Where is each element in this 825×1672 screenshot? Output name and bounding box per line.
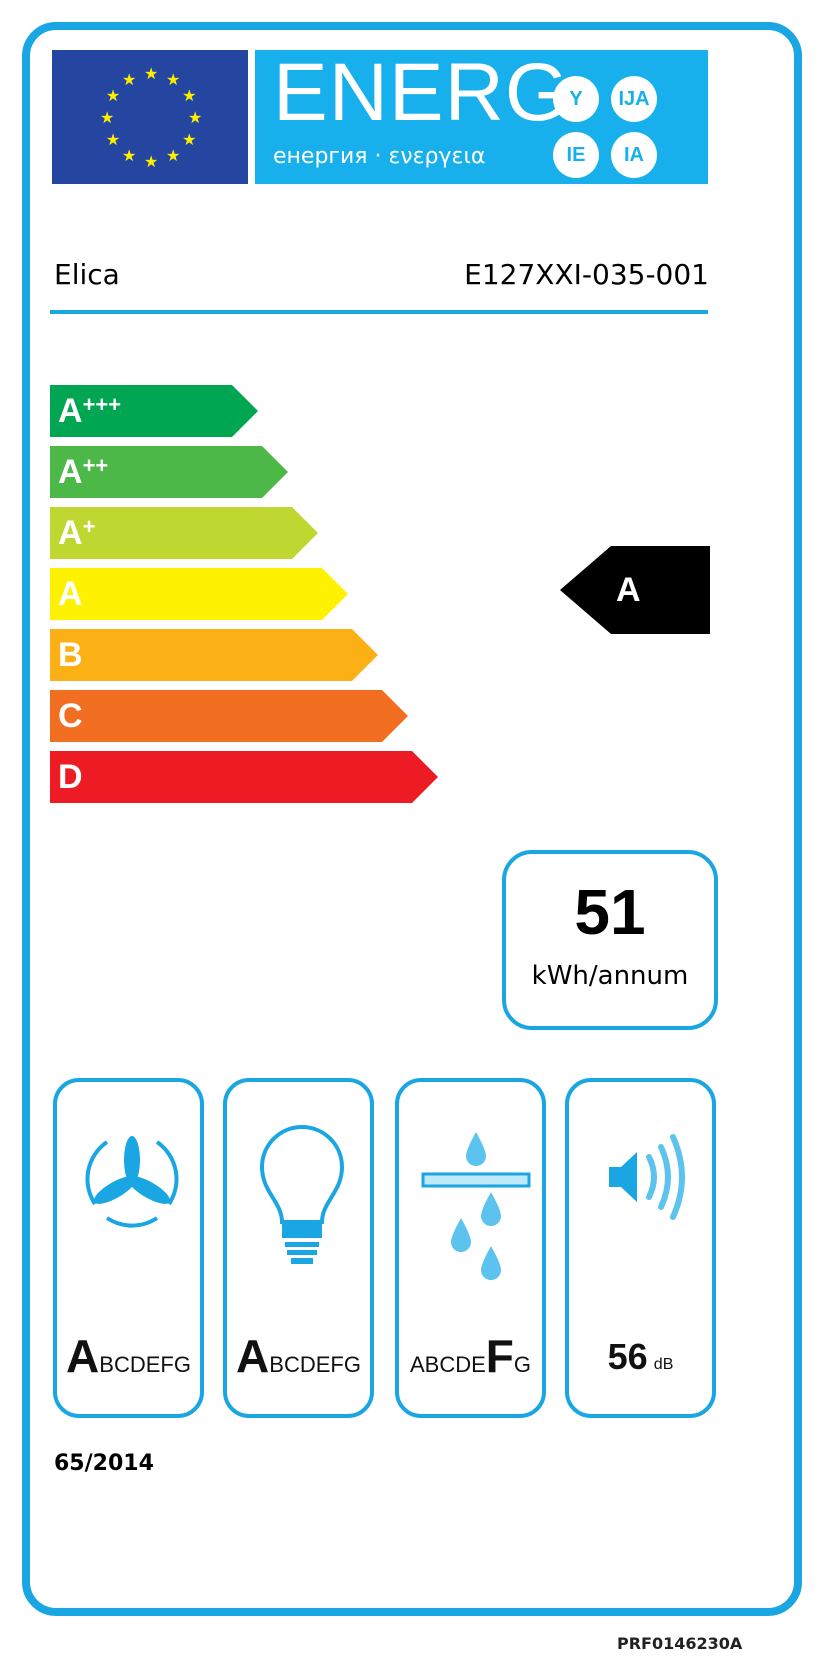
energy-class-bar: A++: [50, 446, 288, 498]
lighting-efficiency-box: ABCDEFG: [223, 1078, 374, 1418]
suffix-ie: IE: [553, 132, 599, 178]
star-icon: ★: [166, 146, 180, 165]
grease-filter-scale: ABCDEFG: [409, 1330, 532, 1382]
suffix-y: Y: [553, 76, 599, 122]
regulation-number: 65/2014: [54, 1451, 154, 1476]
star-icon: ★: [100, 108, 114, 127]
star-icon: ★: [122, 70, 136, 89]
divider: [50, 310, 708, 314]
energy-class-bar: D: [50, 751, 438, 803]
consumption-value: 51: [574, 876, 646, 948]
energy-header: ENERG енергия · ενεργεια Y IJA IE IA: [255, 50, 708, 184]
energy-class-bar: C: [50, 690, 408, 742]
energy-class-plus: +++: [82, 392, 122, 417]
energy-class-label: A: [58, 392, 83, 430]
fan-efficiency-scale: ABCDEFG: [66, 1330, 191, 1382]
energy-consumption-box: 51 kWh/annum: [502, 850, 718, 1030]
suffix-ia: IA: [611, 132, 657, 178]
star-icon: ★: [166, 70, 180, 89]
fan-efficiency-box: ABCDEFG: [53, 1078, 204, 1418]
suffix-ija: IJA: [611, 76, 657, 122]
consumption-unit: kWh/annum: [531, 961, 689, 991]
energy-class-bar: A: [50, 568, 348, 620]
energy-class-bar: A+++: [50, 385, 258, 437]
label-code: PRF0146230A: [617, 1634, 743, 1653]
speaker-icon: [609, 1134, 685, 1220]
lighting-efficiency-scale: ABCDEFG: [236, 1330, 361, 1382]
energy-class-label: D: [58, 758, 83, 796]
star-icon: ★: [182, 130, 196, 149]
energ-subtitle: енергия · ενεργεια: [273, 144, 486, 169]
energy-class-plus: +: [82, 514, 96, 539]
supplier-name: Elica: [54, 258, 120, 291]
eu-stars-icon: ★ ★★★★★★★★★★★: [100, 64, 202, 171]
star-icon: ★: [144, 152, 158, 171]
grease-filter-icon: [421, 1132, 531, 1280]
energy-class-bar: A+: [50, 507, 318, 559]
model-identifier: E127XXI-035-001: [464, 258, 709, 291]
star-icon: ★: [188, 108, 202, 127]
label-frame: [22, 22, 802, 1616]
star-icon: ★: [144, 64, 158, 83]
energy-class-label: B: [58, 636, 83, 674]
star-icon: ★: [106, 130, 120, 149]
energ-title: ENERG: [273, 47, 570, 138]
energy-class-label: A: [58, 575, 83, 613]
noise-box: 56 dB: [565, 1078, 716, 1418]
star-icon: ★: [106, 86, 120, 105]
noise-level: 56 dB: [607, 1336, 674, 1377]
fan-icon: [85, 1136, 179, 1228]
eu-flag: ★ ★ ★ ★ ★ ★ ★ ★ ★ ★ ★ ★: [52, 50, 248, 184]
star-icon: ★: [182, 86, 196, 105]
energy-class-label: C: [58, 697, 83, 735]
grease-filter-box: ABCDEFG: [395, 1078, 546, 1418]
light-bulb-icon: [259, 1125, 345, 1264]
star-icon: ★: [122, 146, 136, 165]
energy-class-plus: ++: [82, 453, 109, 478]
energy-class-label: A: [58, 453, 83, 491]
energy-class-label: A: [58, 514, 83, 552]
energy-class-bar: B: [50, 629, 378, 681]
